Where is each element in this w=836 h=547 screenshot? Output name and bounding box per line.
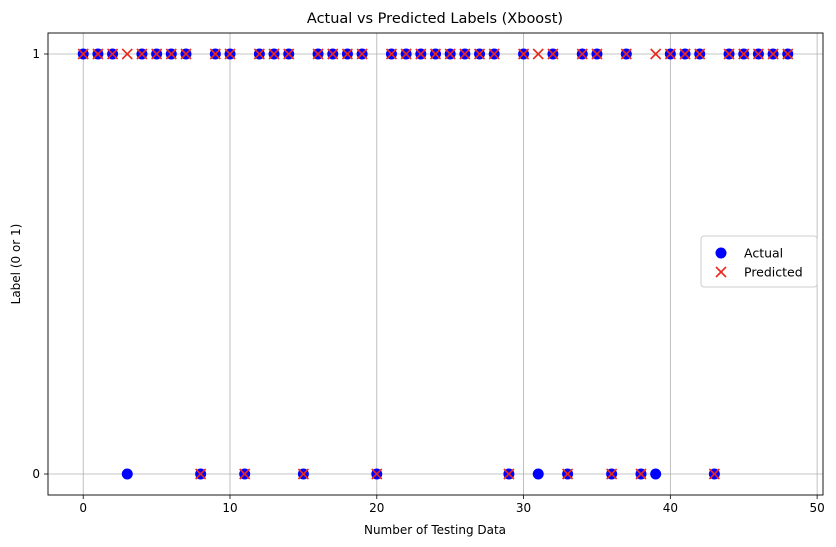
- predicted-point: [136, 48, 148, 60]
- predicted-point: [341, 48, 353, 60]
- predicted-point: [312, 48, 324, 60]
- x-tick-label: 20: [369, 501, 384, 515]
- x-axis-label: Number of Testing Data: [364, 523, 506, 537]
- predicted-point: [503, 468, 515, 480]
- predicted-point: [752, 48, 764, 60]
- actual-point: [650, 468, 662, 480]
- predicted-point: [415, 48, 427, 60]
- predicted-point: [547, 48, 559, 60]
- predicted-point: [239, 468, 251, 480]
- predicted-point: [650, 48, 662, 60]
- predicted-point: [723, 48, 735, 60]
- predicted-point: [180, 48, 192, 60]
- predicted-point: [429, 48, 442, 60]
- chart-title: Actual vs Predicted Labels (Xboost): [307, 11, 563, 27]
- predicted-point: [253, 48, 265, 60]
- legend-box: [700, 235, 818, 288]
- predicted-point: [297, 468, 309, 480]
- predicted-point: [224, 48, 236, 60]
- predicted-point: [151, 48, 163, 60]
- y-axis-label: Label (0 or 1): [9, 224, 23, 305]
- predicted-point: [488, 48, 500, 60]
- predicted-point: [606, 468, 618, 480]
- predicted-point: [738, 48, 750, 60]
- y-tick-label: 0: [32, 467, 40, 481]
- predicted-point: [195, 468, 207, 480]
- actual-point: [532, 468, 544, 480]
- x-tick-label: 40: [663, 501, 678, 515]
- plot-frame: [47, 32, 824, 496]
- predicted-point: [165, 48, 177, 60]
- legend-predicted-label: Predicted: [744, 265, 803, 280]
- x-tick-label: 0: [79, 501, 87, 515]
- predicted-point: [385, 48, 398, 60]
- predicted-point: [767, 48, 779, 60]
- x-tick-label: 10: [222, 501, 237, 515]
- data-markers: [77, 48, 794, 480]
- axis-ticks: 0 10 20 30 40 50 0 1: [32, 47, 824, 515]
- legend-predicted-marker: [715, 266, 727, 278]
- predicted-point: [679, 48, 691, 60]
- predicted-point: [635, 468, 647, 480]
- x-tick-label: 50: [809, 501, 824, 515]
- predicted-point: [708, 468, 720, 480]
- predicted-point: [356, 48, 368, 60]
- predicted-point: [532, 48, 544, 60]
- predicted-point: [327, 48, 339, 60]
- predicted-point: [518, 48, 530, 60]
- predicted-point: [694, 48, 706, 60]
- y-tick-label: 1: [32, 47, 40, 61]
- predicted-point: [400, 48, 412, 60]
- predicted-point: [77, 48, 89, 60]
- predicted-point: [92, 48, 104, 60]
- predicted-point: [121, 48, 133, 60]
- predicted-point: [444, 48, 456, 60]
- predicted-point: [459, 48, 471, 60]
- legend: Actual Predicted: [700, 235, 818, 288]
- predicted-point: [782, 48, 794, 60]
- predicted-point: [473, 48, 486, 60]
- predicted-point: [209, 48, 221, 60]
- predicted-point: [620, 48, 632, 60]
- predicted-point: [562, 468, 574, 480]
- legend-actual-label: Actual: [744, 246, 783, 261]
- predicted-point: [664, 48, 676, 60]
- predicted-point: [283, 48, 295, 60]
- predicted-point: [576, 48, 588, 60]
- predicted-point: [107, 48, 119, 60]
- predicted-point: [591, 48, 603, 60]
- predicted-point: [268, 48, 280, 60]
- predicted-point: [371, 468, 383, 480]
- x-tick-label: 30: [516, 501, 531, 515]
- legend-actual-marker: [715, 247, 727, 259]
- actual-point: [121, 468, 133, 480]
